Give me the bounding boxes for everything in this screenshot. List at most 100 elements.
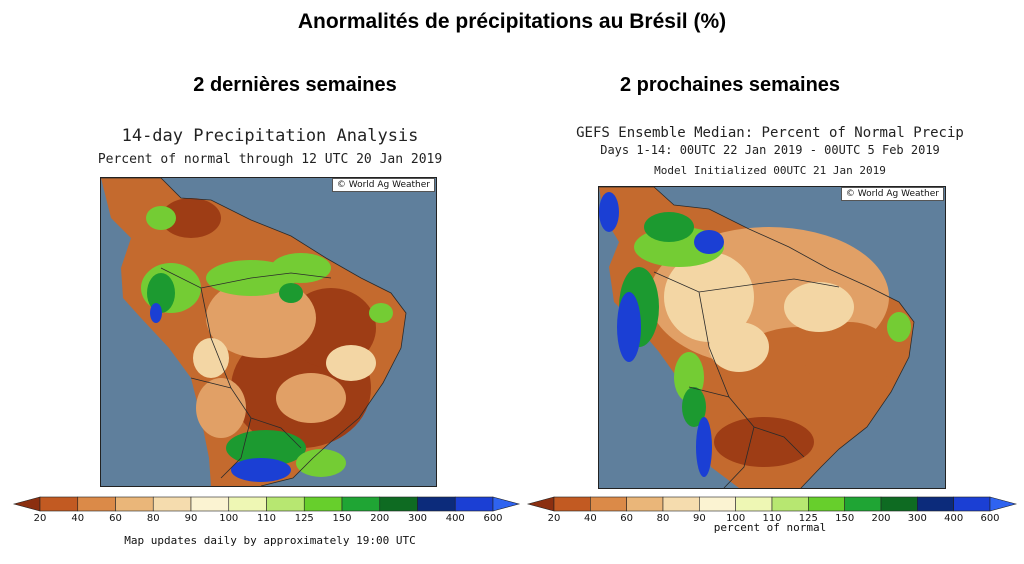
colorbar-swatch bbox=[303, 496, 343, 512]
precip-land-normal bbox=[326, 345, 376, 381]
colorbar-swatch bbox=[917, 496, 954, 512]
colorbar-tick-label: 600 bbox=[483, 513, 503, 524]
precip-land-wet bbox=[271, 253, 331, 283]
precip-land-normal bbox=[193, 338, 229, 378]
colorbar-tick-label: 300 bbox=[907, 513, 927, 524]
colorbar-tick-label: 90 bbox=[692, 513, 706, 524]
precip-land-extreme bbox=[696, 417, 712, 477]
colorbar-swatch bbox=[190, 496, 230, 512]
right-footnote: percent of normal bbox=[713, 521, 827, 534]
colorbar-swatch bbox=[880, 496, 918, 512]
right-map-title: GEFS Ensemble Median: Percent of Normal … bbox=[576, 125, 964, 141]
colorbar-tick-label: 400 bbox=[944, 513, 964, 524]
colorbar-swatch bbox=[590, 496, 627, 512]
precip-land-normal bbox=[784, 282, 854, 332]
colorbar-high-arrow bbox=[492, 496, 521, 512]
colorbar-swatch bbox=[844, 496, 882, 512]
colorbar-swatch bbox=[699, 496, 736, 512]
colorbar-tick-label: 110 bbox=[256, 513, 277, 524]
colorbar-swatch bbox=[454, 496, 494, 512]
colorbar-swatch bbox=[953, 496, 991, 512]
precip-land-wet bbox=[369, 303, 393, 323]
precip-land-dry bbox=[804, 322, 894, 392]
colorbar-swatch bbox=[77, 496, 116, 512]
left-copyright: © World Ag Weather bbox=[331, 178, 435, 192]
colorbar-swatch bbox=[417, 496, 456, 512]
precip-land-very-dry bbox=[161, 198, 221, 238]
colorbar-swatch bbox=[662, 496, 700, 512]
left-map-title: 14-day Precipitation Analysis bbox=[121, 126, 419, 146]
colorbar-tick-label: 60 bbox=[620, 513, 634, 524]
right-colorbar-ticks: 20 40 60 80 90 100 110 125 150 200 300 400 600 bbox=[528, 513, 1016, 527]
left-heading: 2 dernières semaines bbox=[193, 74, 397, 96]
precip-land-moderate bbox=[196, 378, 246, 438]
precip-land-extreme bbox=[694, 230, 724, 254]
colorbar-swatch bbox=[266, 496, 305, 512]
precip-land-normal bbox=[664, 252, 754, 342]
colorbar-swatch bbox=[626, 496, 664, 512]
colorbar-tick-label: 60 bbox=[109, 513, 122, 524]
precip-land-very-wet bbox=[279, 283, 303, 303]
colorbar-swatch bbox=[39, 496, 79, 512]
colorbar-tick-label: 150 bbox=[835, 513, 855, 524]
colorbar-tick-label: 40 bbox=[71, 513, 85, 524]
colorbar-high-arrow bbox=[989, 496, 1018, 512]
precip-land-normal bbox=[709, 322, 769, 372]
colorbar-tick-label: 300 bbox=[407, 513, 428, 524]
precip-land-wet bbox=[887, 312, 911, 342]
right-copyright: © World Ag Weather bbox=[840, 187, 944, 201]
colorbar-tick-label: 20 bbox=[547, 513, 561, 524]
colorbar-swatch bbox=[553, 496, 591, 512]
country-border bbox=[160, 267, 332, 479]
precip-land-wet bbox=[296, 449, 346, 477]
precip-land-extreme bbox=[231, 458, 291, 482]
left-map-svg bbox=[101, 178, 436, 486]
colorbar-tick-label: 200 bbox=[871, 513, 891, 524]
colorbar-tick-label: 200 bbox=[370, 513, 390, 524]
precip-land-very-wet bbox=[147, 273, 175, 313]
left-colorbar bbox=[12, 496, 521, 513]
colorbar-tick-label: 90 bbox=[184, 513, 198, 524]
colorbar-swatch bbox=[152, 496, 192, 512]
precip-land-wet bbox=[146, 206, 176, 230]
right-precip-map: © World Ag Weather bbox=[598, 186, 946, 489]
colorbar-swatch bbox=[115, 496, 154, 512]
colorbar-tick-label: 150 bbox=[332, 513, 352, 524]
coastline bbox=[599, 187, 915, 488]
colorbar-swatch bbox=[341, 496, 381, 512]
colorbar-swatch bbox=[808, 496, 845, 512]
precip-land-very-dry bbox=[714, 417, 814, 467]
colorbar-low-arrow bbox=[12, 496, 41, 512]
colorbar-tick-label: 125 bbox=[294, 513, 314, 524]
left-footnote: Map updates daily by approximately 19:00… bbox=[124, 534, 416, 547]
colorbar-tick-label: 600 bbox=[980, 513, 1000, 524]
coastline bbox=[101, 178, 407, 486]
precip-land-extreme bbox=[599, 192, 619, 232]
colorbar-tick-label: 100 bbox=[726, 513, 746, 524]
colorbar-tick-label: 80 bbox=[656, 513, 670, 524]
right-heading: 2 prochaines semaines bbox=[619, 74, 841, 96]
precip-land-extreme bbox=[150, 303, 162, 323]
country-border bbox=[653, 271, 840, 488]
right-map-subtitle2: Model Initialized 00UTC 21 Jan 2019 bbox=[654, 164, 886, 177]
right-map-subtitle: Days 1-14: 00UTC 22 Jan 2019 - 00UTC 5 F… bbox=[600, 143, 940, 157]
left-colorbar-ticks: 20 40 60 80 90 100 110 125 150 200 300 400 600 bbox=[14, 513, 519, 527]
precip-land-very-wet bbox=[682, 387, 706, 427]
colorbar-tick-label: 40 bbox=[583, 513, 597, 524]
colorbar-tick-label: 100 bbox=[219, 513, 239, 524]
colorbar-swatch bbox=[228, 496, 267, 512]
colorbar-low-arrow bbox=[526, 496, 555, 512]
precip-land-moderate bbox=[276, 373, 346, 423]
left-precip-map: © World Ag Weather bbox=[100, 177, 437, 487]
colorbar-tick-label: 400 bbox=[445, 513, 465, 524]
right-map-svg bbox=[599, 187, 945, 488]
colorbar-tick-label: 125 bbox=[798, 513, 818, 524]
left-map-subtitle: Percent of normal through 12 UTC 20 Jan … bbox=[97, 152, 443, 167]
colorbar-swatch bbox=[379, 496, 418, 512]
precip-land-very-wet bbox=[644, 212, 694, 242]
colorbar-swatch bbox=[735, 496, 773, 512]
colorbar-tick-label: 20 bbox=[33, 513, 47, 524]
precip-land-extreme bbox=[617, 292, 641, 362]
page-title: Anormalités de précipitations au Brésil … bbox=[297, 10, 727, 33]
right-colorbar bbox=[526, 496, 1018, 513]
